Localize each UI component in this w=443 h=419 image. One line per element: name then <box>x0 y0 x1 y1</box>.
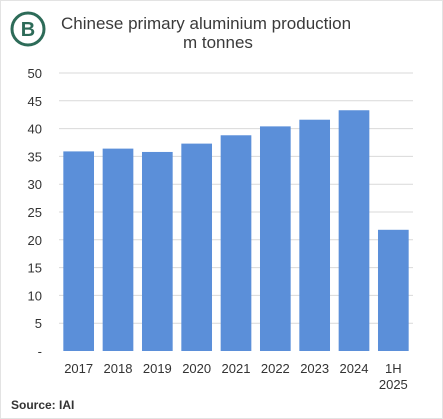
x-tick-label: 2023 <box>300 361 329 376</box>
x-tick-label: 2024 <box>340 361 369 376</box>
bar <box>102 148 134 351</box>
chart-subtitle: m tonnes <box>183 33 253 52</box>
bar <box>141 151 173 351</box>
y-tick-label: 35 <box>28 149 42 164</box>
bar <box>338 110 370 351</box>
x-tick-label: 2018 <box>104 361 133 376</box>
bar <box>299 119 331 351</box>
bar <box>377 229 409 351</box>
y-tick-label: 50 <box>28 66 42 81</box>
x-tick-label: 2020 <box>182 361 211 376</box>
logo-icon: B <box>10 11 46 47</box>
y-tick-label: 5 <box>35 316 42 331</box>
x-tick-label: 2021 <box>222 361 251 376</box>
y-tick-label: 25 <box>28 205 42 220</box>
y-tick-label: 20 <box>28 233 42 248</box>
y-tick-label: 30 <box>28 177 42 192</box>
logo-letter: B <box>21 19 35 41</box>
y-tick-label: - <box>38 344 42 359</box>
x-tick-label: 1H <box>385 361 402 376</box>
x-tick-label: 2022 <box>261 361 290 376</box>
x-tick-label: 2025 <box>379 377 408 392</box>
bar <box>259 126 291 351</box>
x-tick-label: 2017 <box>64 361 93 376</box>
bar <box>63 151 95 351</box>
y-tick-label: 40 <box>28 122 42 137</box>
y-tick-label: 15 <box>28 261 42 276</box>
y-tick-label: 10 <box>28 288 42 303</box>
chart-header: Chinese primary aluminium production m t… <box>61 14 401 52</box>
y-tick-label: 45 <box>28 94 42 109</box>
chart-title: Chinese primary aluminium production <box>61 14 352 33</box>
source-note: Source: IAI <box>11 398 75 412</box>
bar <box>220 135 252 351</box>
x-tick-label: 2019 <box>143 361 172 376</box>
bar <box>181 143 213 351</box>
